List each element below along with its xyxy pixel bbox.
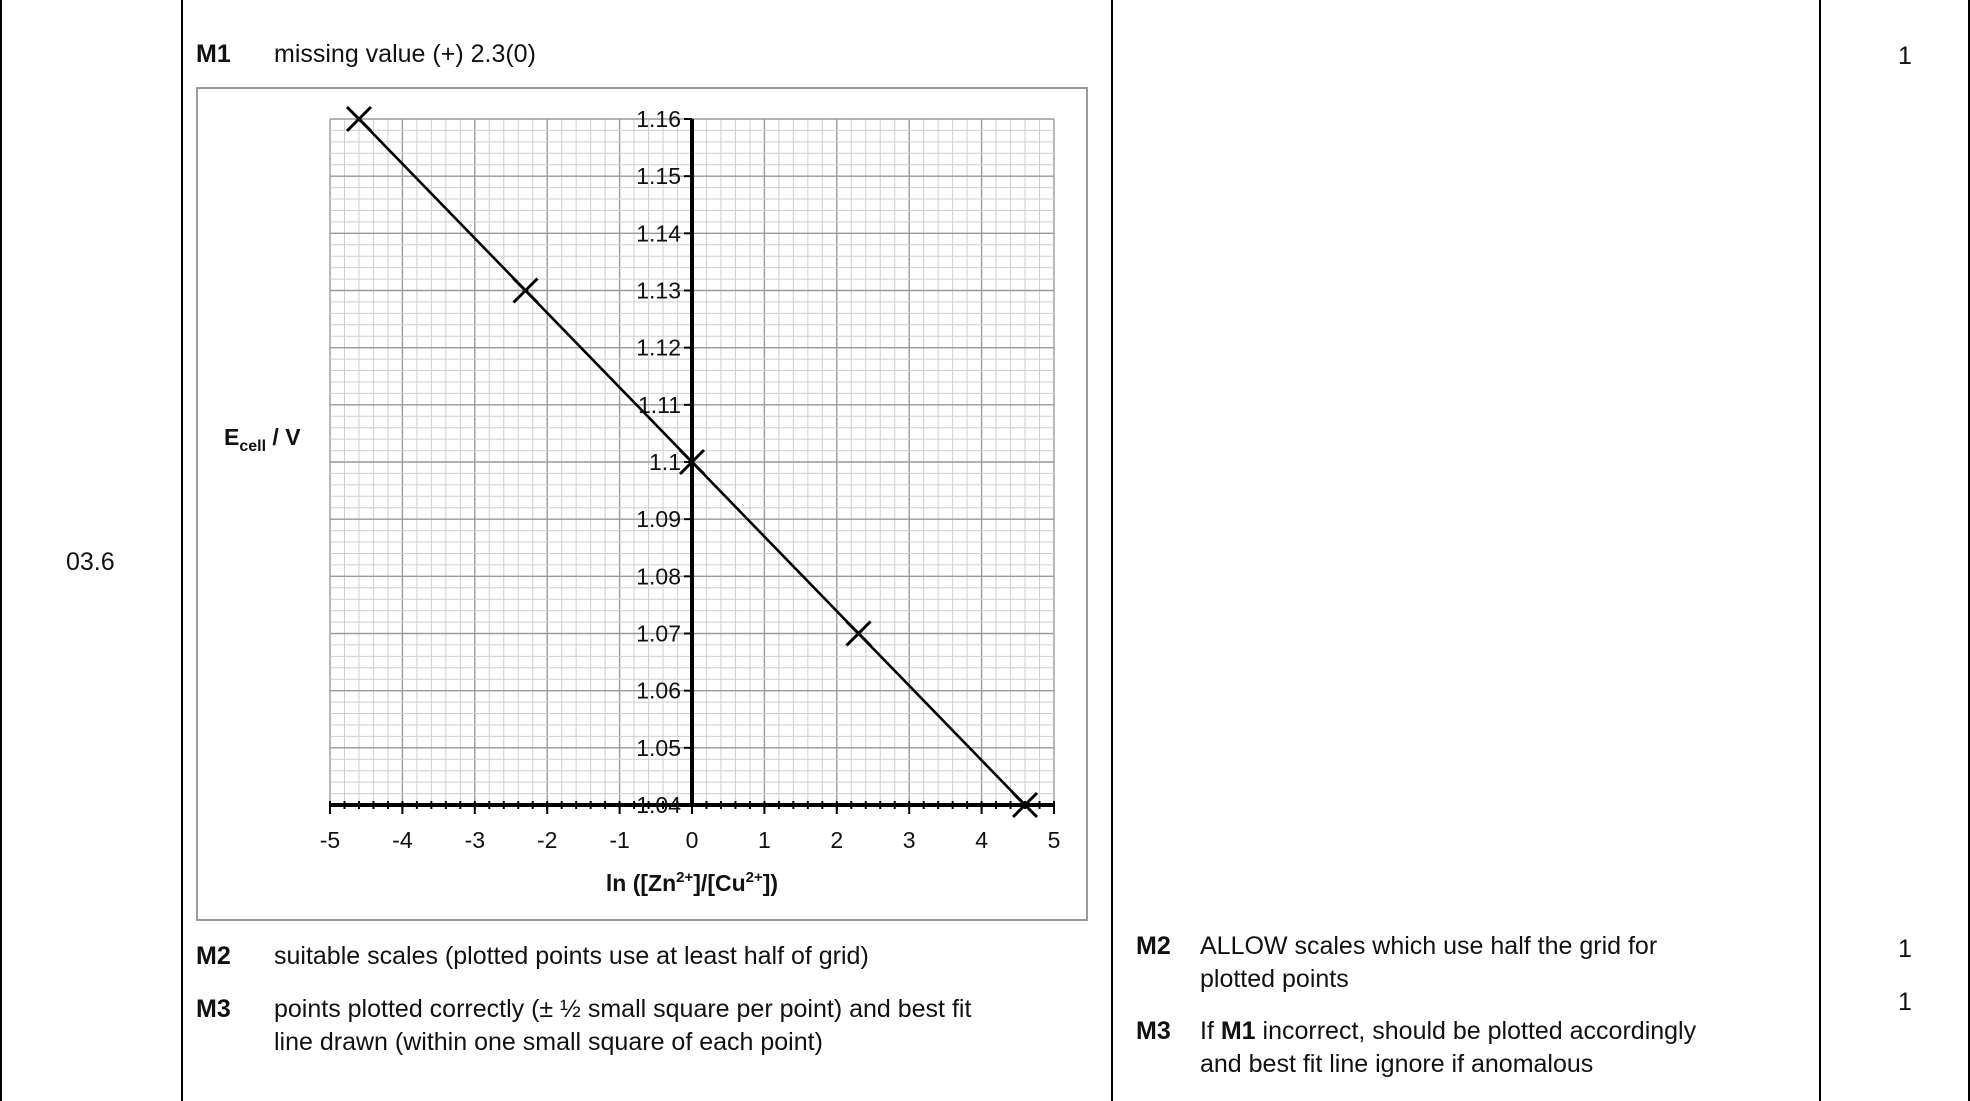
x-tick-label: -2	[537, 827, 557, 853]
guidance-m3-label: M3	[1136, 1017, 1171, 1045]
guidance-m2-line2: plotted points	[1200, 965, 1349, 993]
answer-m1-label: M1	[196, 40, 231, 68]
guidance-m3-bold: M1	[1220, 1017, 1256, 1045]
y-tick-label: 1.08	[636, 563, 681, 589]
guidance-cell	[1113, 0, 1821, 1101]
y-axis-label: Ecell / V	[224, 424, 301, 455]
guidance-m2-line1: ALLOW scales which use half the grid for	[1200, 932, 1658, 960]
x-tick-label: -1	[609, 827, 629, 853]
guidance-m3-post: incorrect, should be plotted accordingly	[1255, 1017, 1697, 1045]
mark-m1: 1	[1898, 42, 1912, 70]
y-tick-label: 1.04	[636, 792, 681, 818]
answer-m1: M1 missing value (+) 2.3(0)	[196, 38, 1096, 72]
y-tick-label: 1.06	[636, 678, 681, 704]
guidance-m2: M2 ALLOW scales which use half the grid …	[1136, 930, 1816, 998]
x-tick-label: -5	[320, 827, 340, 853]
y-tick-label: 1.09	[636, 506, 681, 532]
guidance-m3-line2: and best fit line ignore if anomalous	[1200, 1050, 1594, 1078]
answer-m3-label: M3	[196, 995, 231, 1023]
marks-cell	[1821, 0, 1970, 1101]
y-tick-label: 1.07	[636, 621, 681, 647]
answer-m3-line1: points plotted correctly (± ½ small squa…	[274, 995, 972, 1023]
y-tick-label: 1.16	[636, 106, 681, 132]
answer-cell	[183, 0, 1113, 1101]
guidance-m3-pre: If	[1200, 1017, 1221, 1045]
data-point	[512, 277, 539, 304]
y-tick-label: 1.13	[636, 278, 681, 304]
x-tick-label: 0	[686, 827, 699, 853]
guidance-m3: M3 If M1 incorrect, should be plotted ac…	[1136, 1015, 1816, 1083]
data-point	[845, 620, 872, 647]
question-number: 03.6	[66, 548, 115, 576]
data-point	[678, 448, 706, 476]
mark-m2: 1	[1898, 935, 1912, 963]
x-tick-label: 5	[1048, 827, 1061, 853]
data-point	[1011, 791, 1039, 819]
graph-frame: 1.04 1.05 1.06 1.07 1.08 1.09 1.1 1.11 1.12 1.13 1…	[196, 87, 1088, 921]
question-number-cell	[0, 0, 183, 1101]
y-tick-label: 1.14	[636, 220, 681, 246]
y-tick-label: 1.05	[636, 735, 681, 761]
y-tick-label: 1.15	[636, 163, 681, 189]
guidance-m2-label: M2	[1136, 932, 1171, 960]
answer-m3: M3 points plotted correctly (± ½ small s…	[196, 993, 1106, 1061]
answer-m2-label: M2	[196, 942, 231, 970]
x-tick-label: 3	[903, 827, 916, 853]
mark-m3: 1	[1898, 988, 1912, 1016]
x-axis-label: ln ([Zn2+]/[Cu2+])	[606, 869, 778, 896]
answer-m3-line2: line drawn (within one small square of e…	[274, 1028, 823, 1056]
data-point	[345, 105, 373, 133]
x-tick-label: 1	[758, 827, 771, 853]
answer-m2: M2 suitable scales (plotted points use a…	[196, 940, 1106, 974]
ecell-graph: 1.041.051.061.071.081.091.11.111.121.131…	[224, 105, 1061, 896]
x-tick-label: -3	[465, 827, 485, 853]
x-tick-label: 4	[975, 827, 988, 853]
guidance-m3-line1: If M1 incorrect, should be plotted accor…	[1200, 1015, 1696, 1048]
y-tick-label: 1.1	[649, 449, 681, 475]
x-tick-label: -4	[392, 827, 413, 853]
y-tick-label: 1.12	[636, 335, 681, 361]
answer-m1-text: missing value (+) 2.3(0)	[274, 40, 536, 68]
answer-m2-text: suitable scales (plotted points use at l…	[274, 942, 869, 970]
x-tick-label: 2	[830, 827, 843, 853]
